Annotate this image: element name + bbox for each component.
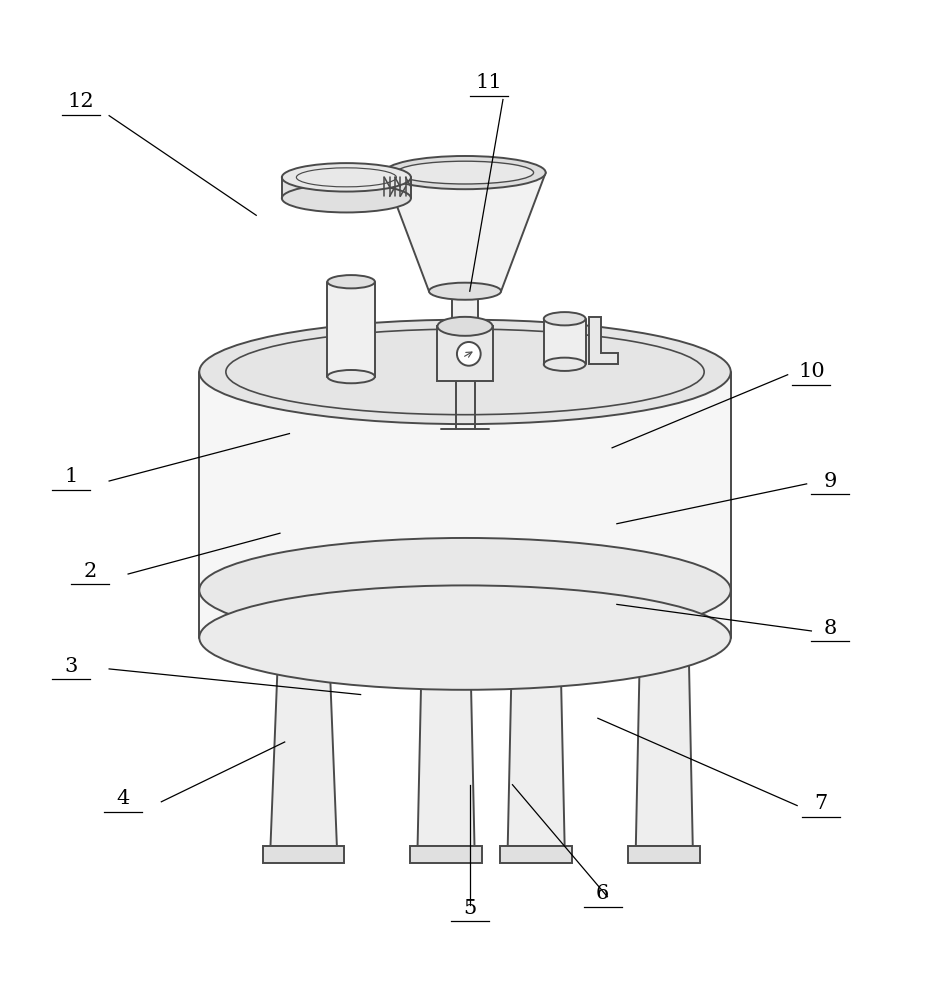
Text: 9: 9 — [824, 472, 837, 491]
Polygon shape — [589, 317, 618, 364]
Text: 10: 10 — [798, 362, 825, 381]
Polygon shape — [452, 291, 478, 353]
Polygon shape — [270, 606, 337, 846]
Text: 5: 5 — [463, 899, 476, 918]
Ellipse shape — [282, 184, 411, 212]
Ellipse shape — [456, 342, 480, 366]
Ellipse shape — [544, 312, 586, 325]
Ellipse shape — [384, 156, 546, 189]
Text: 1: 1 — [65, 467, 78, 486]
Ellipse shape — [327, 275, 375, 288]
Ellipse shape — [397, 161, 533, 184]
Polygon shape — [199, 372, 731, 638]
Polygon shape — [628, 846, 700, 863]
Text: 6: 6 — [596, 884, 609, 903]
Polygon shape — [410, 846, 482, 863]
Text: 12: 12 — [67, 92, 94, 111]
Ellipse shape — [544, 358, 586, 371]
Polygon shape — [263, 846, 344, 863]
Ellipse shape — [327, 370, 375, 383]
Polygon shape — [384, 173, 546, 291]
Polygon shape — [508, 627, 565, 846]
Polygon shape — [437, 326, 493, 381]
Ellipse shape — [199, 585, 731, 690]
Polygon shape — [500, 846, 572, 863]
Polygon shape — [327, 282, 375, 377]
Polygon shape — [282, 177, 411, 198]
Ellipse shape — [437, 317, 493, 336]
Polygon shape — [418, 627, 474, 846]
Ellipse shape — [429, 283, 501, 300]
Text: 3: 3 — [65, 657, 78, 676]
Text: 7: 7 — [814, 794, 828, 813]
Text: 2: 2 — [84, 562, 97, 581]
Text: 8: 8 — [824, 619, 837, 638]
Text: 4: 4 — [117, 789, 130, 808]
Polygon shape — [544, 319, 586, 364]
Ellipse shape — [282, 163, 411, 192]
Text: 11: 11 — [475, 73, 502, 92]
Polygon shape — [636, 617, 693, 846]
Ellipse shape — [199, 538, 731, 642]
Ellipse shape — [199, 320, 731, 424]
